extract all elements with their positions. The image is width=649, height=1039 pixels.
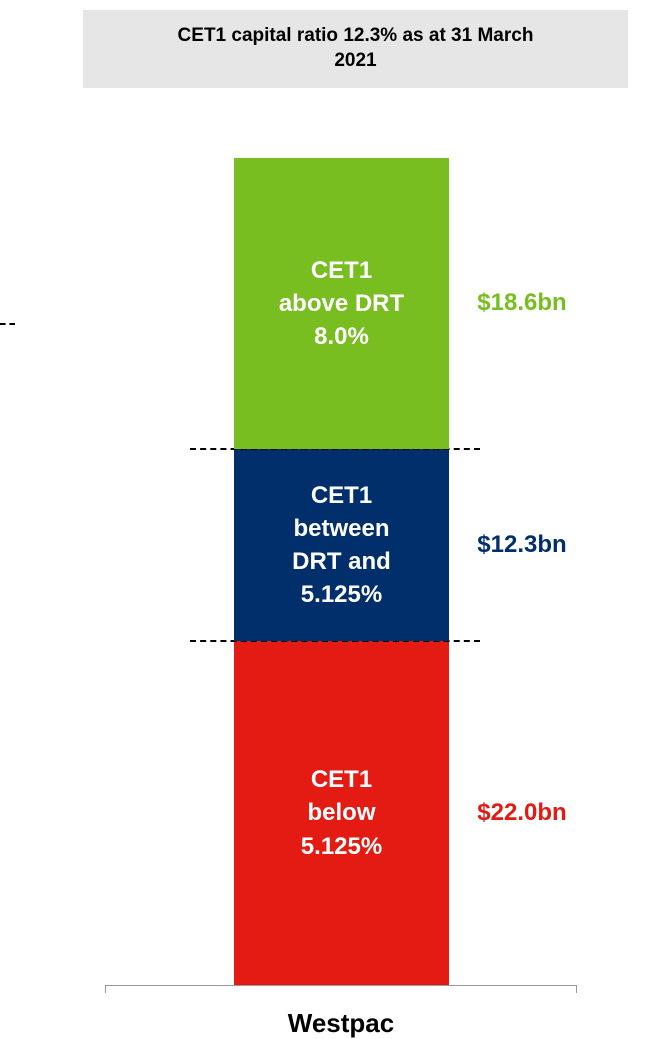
boundary-dash [190, 640, 480, 643]
segment-label: CET1 above DRT 8.0% [278, 256, 405, 350]
x-tick-label: Westpac [287, 1008, 395, 1038]
bar-segment: CET1 above DRT 8.0% [234, 158, 449, 449]
value-label: $18.6bn [477, 289, 567, 317]
x-axis-line [105, 985, 577, 993]
chart-title: CET1 capital ratio 12.3% as at 31 March … [177, 25, 534, 71]
boundary-dash [190, 447, 480, 450]
title-box: CET1 capital ratio 12.3% as at 31 March … [83, 10, 628, 88]
left-dash [0, 323, 15, 325]
bar-segment: CET1 below 5.125% [234, 641, 449, 985]
segment-label: CET1 between DRT and 5.125% [292, 481, 391, 609]
value-label: $22.0bn [477, 799, 567, 827]
value-label: $12.3bn [477, 530, 567, 558]
bar-segment: CET1 between DRT and 5.125% [234, 448, 449, 642]
segment-label: CET1 below 5.125% [300, 766, 383, 860]
